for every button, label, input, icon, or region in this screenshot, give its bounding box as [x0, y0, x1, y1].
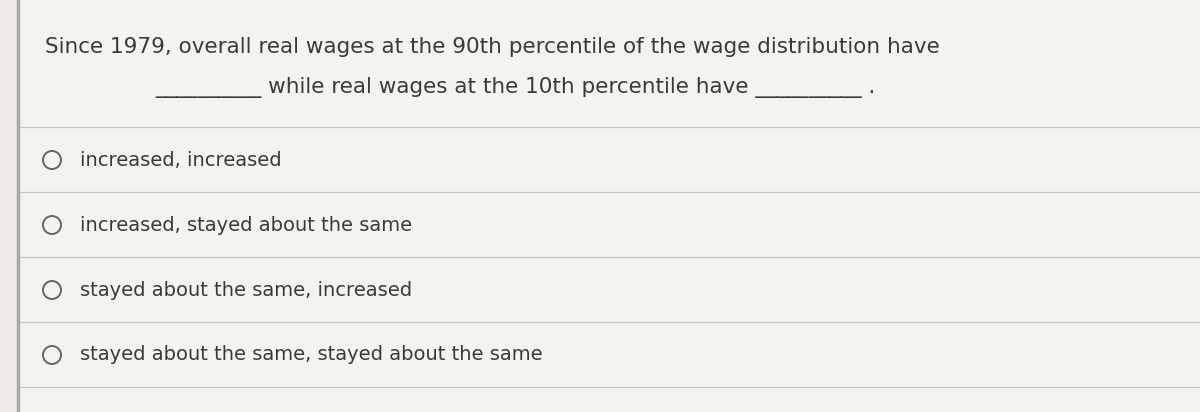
Text: stayed about the same, increased: stayed about the same, increased [80, 281, 412, 300]
Text: Since 1979, overall real wages at the 90th percentile of the wage distribution h: Since 1979, overall real wages at the 90… [46, 37, 940, 57]
Text: increased, increased: increased, increased [80, 150, 282, 169]
Text: stayed about the same, stayed about the same: stayed about the same, stayed about the … [80, 346, 542, 365]
Text: increased, stayed about the same: increased, stayed about the same [80, 215, 412, 234]
Text: __________ while real wages at the 10th percentile have __________ .: __________ while real wages at the 10th … [155, 77, 875, 98]
